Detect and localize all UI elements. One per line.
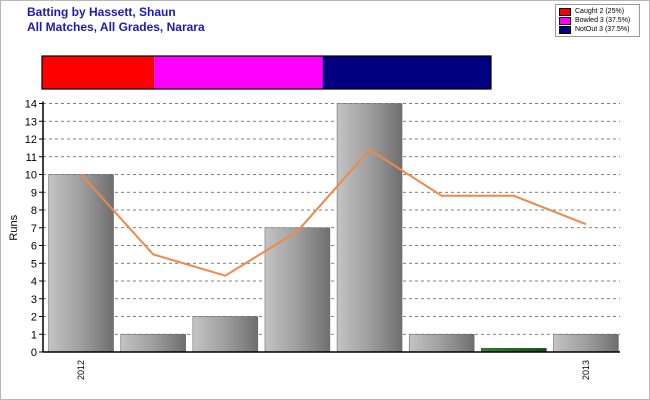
bar-1	[120, 333, 186, 353]
legend-item-caught: Caught 2 (25%)	[559, 7, 624, 16]
trend-line	[80, 148, 587, 277]
dismissal-segment-notout	[322, 56, 491, 89]
y-axis-label: Runs	[8, 214, 20, 240]
legend-label-bowled: Bowled 3 (37.5%)	[575, 17, 631, 24]
y-tick-label-2: 2	[31, 312, 37, 324]
bar-7	[553, 333, 619, 353]
y-tick-label-13: 13	[25, 116, 37, 128]
bar-2	[192, 316, 259, 353]
y-tick-label-14: 14	[25, 99, 37, 111]
legend-swatch-bowled	[559, 16, 571, 25]
bar-5	[408, 333, 475, 353]
y-tick-label-5: 5	[31, 258, 37, 270]
x-tick-label-7: 2013	[581, 360, 591, 380]
chart-title-line1: Batting by Hassett, Shaun	[27, 5, 176, 19]
legend-label-notout: NotOut 3 (37.5%)	[575, 26, 630, 33]
legend-item-notout: NotOut 3 (37.5%)	[559, 25, 629, 34]
y-tick-label-8: 8	[31, 205, 37, 217]
y-tick-label-9: 9	[31, 187, 37, 199]
y-tick-label-6: 6	[31, 241, 37, 253]
x-tick-label-0: 2012	[76, 360, 86, 380]
legend: Caught 2 (25%) Bowled 3 (37.5%) NotOut 3…	[555, 4, 640, 37]
y-tick-label-1: 1	[31, 329, 37, 341]
y-tick-label-4: 4	[31, 276, 37, 288]
dismissal-bar-outline	[41, 55, 492, 90]
y-tick-label-7: 7	[31, 223, 37, 235]
bar-3	[264, 227, 331, 353]
bar-4	[336, 103, 403, 353]
legend-item-bowled: Bowled 3 (37.5%)	[559, 16, 630, 25]
legend-label-caught: Caught 2 (25%)	[575, 8, 625, 15]
y-tick-label-10: 10	[25, 170, 37, 182]
dismissal-segment-bowled	[154, 56, 323, 89]
y-tick-label-3: 3	[31, 294, 37, 306]
y-tick-label-12: 12	[25, 134, 37, 146]
bar-0	[48, 174, 114, 353]
dismissal-segment-caught	[42, 56, 155, 89]
y-tick-label-0: 0	[31, 347, 37, 359]
y-tick-label-11: 11	[26, 152, 37, 164]
legend-swatch-notout	[559, 25, 571, 34]
chart-title-line2: All Matches, All Grades, Narara	[27, 20, 205, 34]
legend-swatch-caught	[559, 7, 571, 16]
